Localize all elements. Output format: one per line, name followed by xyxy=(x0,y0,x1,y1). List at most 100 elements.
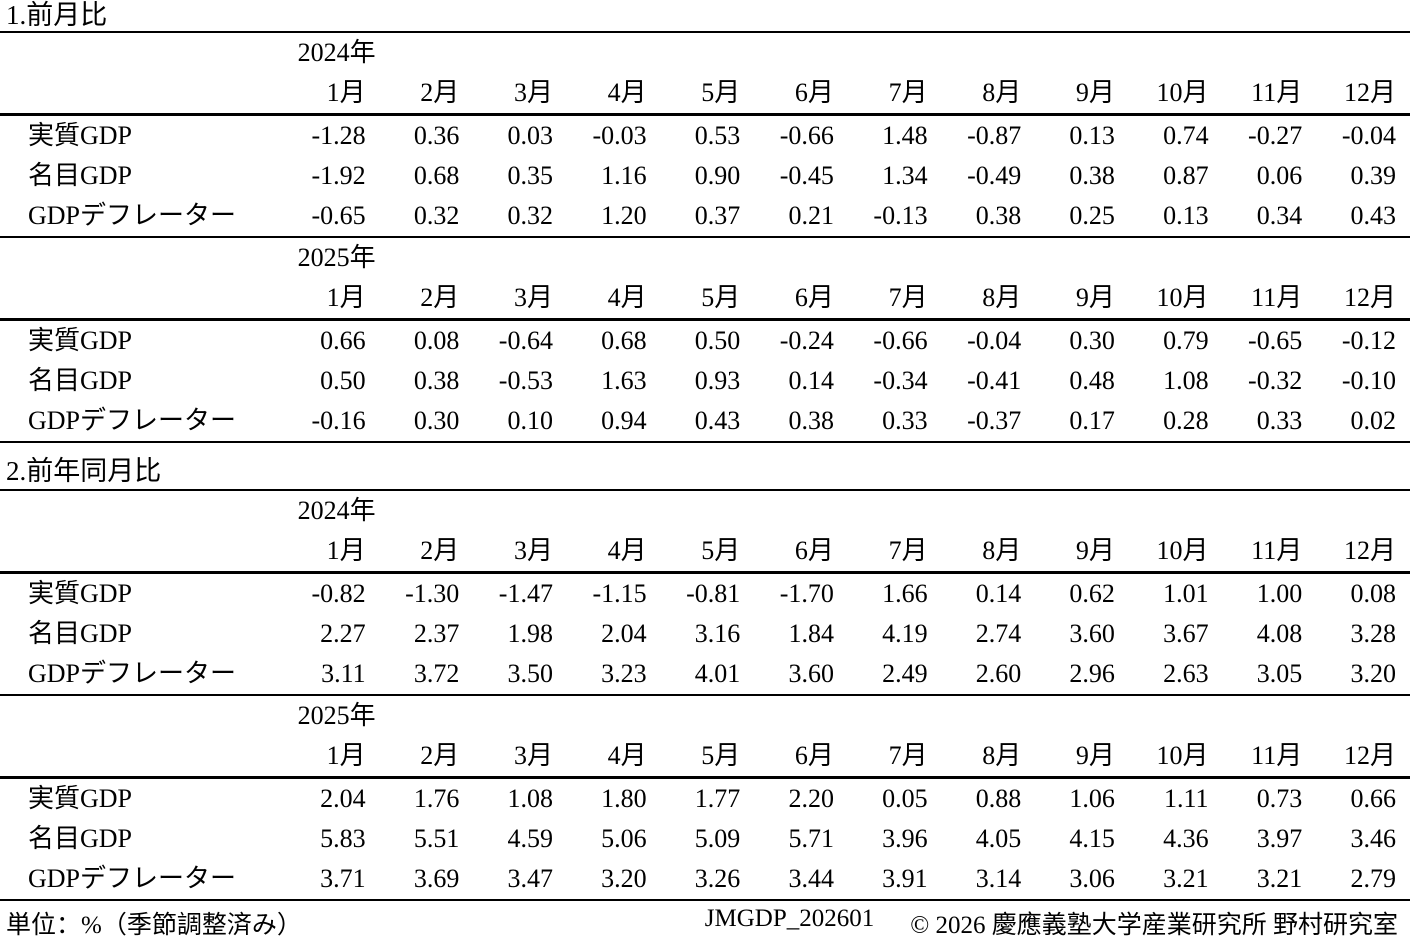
spacer-cell xyxy=(567,695,661,736)
footer-doc-code: JMGDP_202601 xyxy=(704,904,875,932)
data-cell: 2.60 xyxy=(941,654,1036,696)
spacer-cell xyxy=(473,695,567,736)
month-header: 1月 xyxy=(286,73,380,116)
spacer-cell xyxy=(1035,695,1129,736)
row-label: GDPデフレーター xyxy=(0,654,286,696)
section-title: 1.前月比 xyxy=(0,0,1410,33)
month-header-row: 1月 2月 3月 4月 5月 6月 7月 8月 9月 10月 11月 12月 xyxy=(0,73,1410,116)
data-cell: 4.19 xyxy=(882,619,928,648)
month-header: 3月 xyxy=(473,278,567,321)
data-cell: 0.30 xyxy=(1069,326,1115,355)
month-header: 8月 xyxy=(941,736,1036,779)
data-cell: 0.88 xyxy=(975,784,1022,813)
data-cell: 0.48 xyxy=(1069,366,1115,395)
data-cell: 3.60 xyxy=(754,654,848,696)
data-cell: 2.49 xyxy=(847,654,942,696)
data-cell: 0.14 xyxy=(975,579,1022,608)
month-header: 5月 xyxy=(660,278,755,321)
year-label: 2024年 xyxy=(297,38,376,67)
data-cell: -0.32 xyxy=(1248,366,1303,395)
data-cell: 3.21 xyxy=(1222,859,1317,901)
year-header-row: 2025年 xyxy=(0,695,1410,736)
data-cell: 0.35 xyxy=(507,161,553,190)
row-label: 実質GDP xyxy=(28,579,133,608)
spacer-cell xyxy=(661,491,755,531)
data-cell: 0.28 xyxy=(1128,401,1223,443)
data-cell: -1.28 xyxy=(311,121,366,150)
spacer-cell xyxy=(473,33,567,73)
data-cell: 4.08 xyxy=(1256,619,1303,648)
data-cell: 0.38 xyxy=(1069,161,1115,190)
data-cell: 1.63 xyxy=(601,366,647,395)
spacer-cell xyxy=(567,33,661,73)
data-cell: 0.02 xyxy=(1316,401,1410,443)
spacer-cell xyxy=(0,237,286,278)
spacer-cell xyxy=(754,33,848,73)
spacer-cell xyxy=(1316,491,1410,531)
table-row: 名目GDP -1.92 0.68 0.35 1.16 0.90 -0.45 1.34 -0.49… xyxy=(0,156,1410,196)
data-cell: 0.74 xyxy=(1163,121,1209,150)
data-cell: -0.10 xyxy=(1341,366,1396,395)
row-label: 名目GDP xyxy=(28,619,133,648)
data-cell: -0.27 xyxy=(1248,121,1303,150)
spacer-cell xyxy=(473,237,567,278)
table-row: 実質GDP 2.04 1.76 1.08 1.80 1.77 2.20 0.05 0.88 1.0… xyxy=(0,778,1410,820)
data-cell: 3.46 xyxy=(1350,824,1397,853)
month-header: 5月 xyxy=(660,531,755,574)
data-cell: 0.43 xyxy=(660,401,755,443)
data-cell: 3.23 xyxy=(566,654,661,696)
data-cell: 0.37 xyxy=(660,196,755,238)
spacer-cell xyxy=(0,736,286,779)
month-header: 7月 xyxy=(847,278,942,321)
spacer-cell xyxy=(380,695,474,736)
data-cell: 4.15 xyxy=(1069,824,1115,853)
data-cell: 1.08 xyxy=(1163,366,1209,395)
table-row: 名目GDP 5.83 5.51 4.59 5.06 5.09 5.71 3.96 4.05 4.1… xyxy=(0,819,1410,859)
data-cell: 5.09 xyxy=(694,824,741,853)
data-cell: 0.25 xyxy=(1035,196,1129,238)
section-title: 2.前年同月比 xyxy=(0,443,1410,491)
data-cell: 3.06 xyxy=(1035,859,1129,901)
month-header: 3月 xyxy=(473,531,567,574)
month-header: 9月 xyxy=(1035,73,1129,116)
row-label: 名目GDP xyxy=(28,366,133,395)
data-cell: -0.34 xyxy=(873,366,928,395)
data-cell: 0.33 xyxy=(847,401,942,443)
data-cell: -1.47 xyxy=(498,579,553,608)
table-row: 名目GDP 0.50 0.38 -0.53 1.63 0.93 0.14 -0.34 -0.41… xyxy=(0,361,1410,401)
data-cell: 1.98 xyxy=(507,619,553,648)
data-cell: 0.38 xyxy=(941,196,1036,238)
month-header: 4月 xyxy=(566,736,661,779)
data-cell: 2.96 xyxy=(1035,654,1129,696)
data-cell: 1.66 xyxy=(882,579,928,608)
month-header: 1月 xyxy=(286,531,380,574)
data-cell: -0.24 xyxy=(779,326,834,355)
data-cell: 0.13 xyxy=(1069,121,1115,150)
month-header: 8月 xyxy=(941,73,1036,116)
data-cell: 0.10 xyxy=(473,401,567,443)
data-cell: 1.20 xyxy=(566,196,661,238)
data-cell: 0.90 xyxy=(694,161,741,190)
data-cell: 5.83 xyxy=(320,824,366,853)
row-label: GDPデフレーター xyxy=(0,401,286,443)
data-cell: 0.03 xyxy=(507,121,553,150)
table-row: GDPデフレーター 3.71 3.69 3.47 3.20 3.26 3.44 3.91 3.1… xyxy=(0,859,1410,901)
data-cell: 0.87 xyxy=(1163,161,1209,190)
data-cell: -0.65 xyxy=(1248,326,1303,355)
spacer-cell xyxy=(1223,695,1317,736)
data-cell: 5.51 xyxy=(413,824,460,853)
spacer-cell xyxy=(567,237,661,278)
month-header: 3月 xyxy=(473,73,567,116)
data-cell: 0.66 xyxy=(320,326,366,355)
data-cell: 0.53 xyxy=(694,121,741,150)
footer-copyright: © 2026 慶應義塾大学産業研究所 野村研究室 xyxy=(910,911,1398,939)
month-header: 3月 xyxy=(473,736,567,779)
data-cell: -0.82 xyxy=(311,579,366,608)
data-cell: 4.59 xyxy=(507,824,553,853)
data-cell: 3.11 xyxy=(286,654,380,696)
data-cell: 3.50 xyxy=(473,654,567,696)
month-header: 8月 xyxy=(941,531,1036,574)
spacer-cell xyxy=(848,237,942,278)
row-label: GDPデフレーター xyxy=(0,196,286,238)
table-row: GDPデフレーター 3.11 3.72 3.50 3.23 4.01 3.60 2.49 2.6… xyxy=(0,654,1410,696)
